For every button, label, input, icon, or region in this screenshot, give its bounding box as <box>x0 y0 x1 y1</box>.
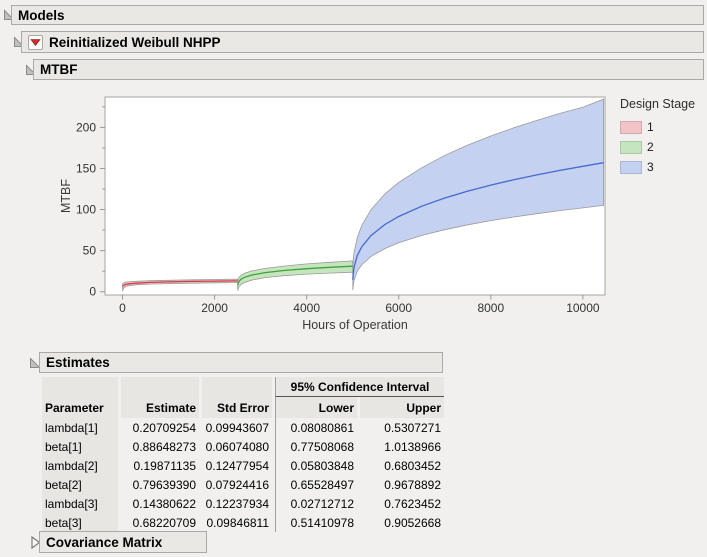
column-header-upper: Upper <box>360 397 444 418</box>
table-cell-parameter: lambda[3] <box>42 494 118 513</box>
table-cell-ci-lower: 0.77508068 <box>275 437 357 456</box>
models-title: Models <box>18 7 65 23</box>
column-header-std-error: Std Error <box>202 397 272 418</box>
svg-text:0: 0 <box>89 285 96 299</box>
table-cell-parameter: lambda[1] <box>42 418 118 437</box>
stage-2-mtbf-line <box>237 265 353 286</box>
table-cell-parameter: beta[1] <box>42 437 118 456</box>
table-cell-ci-lower: 0.65528497 <box>275 475 357 494</box>
column-header-estimate: Estimate <box>121 397 199 418</box>
legend-label: 1 <box>647 120 654 134</box>
outline-header-models[interactable]: Models <box>11 5 704 25</box>
outline-header-mtbf[interactable]: MTBF <box>33 59 704 80</box>
svg-text:100: 100 <box>76 203 96 217</box>
legend-label: 3 <box>647 160 654 174</box>
estimates-title: Estimates <box>46 355 110 370</box>
svg-text:0: 0 <box>119 301 126 315</box>
legend-entry: 3 <box>620 160 695 174</box>
table-cell-estimate: 0.19871135 <box>133 458 196 473</box>
legend-entry: 2 <box>620 140 695 154</box>
svg-text:2000: 2000 <box>201 301 228 315</box>
table-cell-ci-lower: 0.02712712 <box>275 494 357 513</box>
table-cell-estimate: 0.20709254 <box>132 420 196 435</box>
legend-entry: 1 <box>620 120 695 134</box>
svg-text:4000: 4000 <box>293 301 320 315</box>
column-header-parameter: Parameter <box>42 397 118 418</box>
header-spacer <box>121 377 199 397</box>
table-cell-std-error: 0.07924416 <box>205 477 269 492</box>
table-cell-parameter: lambda[2] <box>42 456 118 475</box>
legend-title: Design Stage <box>620 97 696 111</box>
svg-text:10000: 10000 <box>566 301 600 315</box>
table-cell-ci-lower: 0.05803848 <box>275 456 357 475</box>
table-cell-ci-lower: 0.08080861 <box>275 418 357 437</box>
header-spacer <box>202 377 272 397</box>
table-cell-estimate: 0.88648273 <box>132 439 196 454</box>
header-spacer <box>42 377 118 397</box>
table-cell-std-error: 0.09846811 <box>206 515 269 530</box>
y-axis-title: MTBF <box>59 179 73 213</box>
table-cell-ci-upper: 0.5307271 <box>384 420 441 435</box>
table-cell-parameter: beta[2] <box>42 475 118 494</box>
disclosure-closed-icon[interactable] <box>28 535 42 549</box>
table-cell-ci-upper: 0.6803452 <box>384 458 441 473</box>
table-cell-parameter: beta[3] <box>42 513 118 532</box>
table-cell-estimate: 0.79639390 <box>132 477 196 492</box>
table-cell-ci-upper: 0.9052668 <box>384 515 441 530</box>
table-cell-estimate: 0.14380622 <box>132 496 196 511</box>
outline-header-weibull-nhpp[interactable]: Reinitialized Weibull NHPP <box>21 31 704 53</box>
svg-text:6000: 6000 <box>385 301 412 315</box>
chart-legend: Design Stage 1 2 3 <box>620 97 695 180</box>
stage-1-mtbf-line <box>122 280 238 287</box>
covariance-title: Covariance Matrix <box>46 534 163 550</box>
mtbf-title: MTBF <box>40 62 78 77</box>
table-cell-ci-upper: 0.7623452 <box>384 496 441 511</box>
disclosure-open-icon[interactable] <box>28 356 42 370</box>
legend-swatch-stage-2[interactable] <box>620 140 642 154</box>
red-triangle-icon <box>30 38 41 46</box>
table-cell-std-error: 0.12477954 <box>205 458 269 473</box>
table-cell-ci-upper: 0.9678892 <box>384 477 441 492</box>
table-cell-std-error: 0.12237934 <box>205 496 269 511</box>
svg-text:200: 200 <box>76 120 96 134</box>
red-menu-button[interactable] <box>28 34 43 50</box>
weibull-title: Reinitialized Weibull NHPP <box>49 34 221 50</box>
x-axis-title: Hours of Operation <box>302 318 408 332</box>
table-cell-std-error: 0.06074080 <box>205 439 269 454</box>
table-cell-estimate: 0.68220709 <box>132 515 196 530</box>
column-header-lower: Lower <box>275 397 357 418</box>
svg-text:50: 50 <box>83 244 97 258</box>
table-cell-ci-lower: 0.51410978 <box>275 513 357 532</box>
outline-header-covariance[interactable]: Covariance Matrix <box>39 531 207 553</box>
stage-3-mtbf-line <box>352 162 604 280</box>
svg-text:8000: 8000 <box>477 301 504 315</box>
outline-header-estimates[interactable]: Estimates <box>39 352 443 373</box>
stage-3-confidence-band <box>352 98 604 291</box>
confidence-interval-group-header: 95% Confidence Interval <box>275 377 444 397</box>
legend-swatch-stage-3[interactable] <box>620 160 642 174</box>
legend-swatch-stage-1[interactable] <box>620 120 642 134</box>
legend-label: 2 <box>647 140 654 154</box>
estimates-table: 95% Confidence Interval Parameter Estimate… <box>42 377 444 532</box>
table-cell-std-error: 0.09943607 <box>205 420 269 435</box>
svg-text:150: 150 <box>76 161 96 175</box>
table-cell-ci-upper: 1.0138966 <box>384 439 441 454</box>
